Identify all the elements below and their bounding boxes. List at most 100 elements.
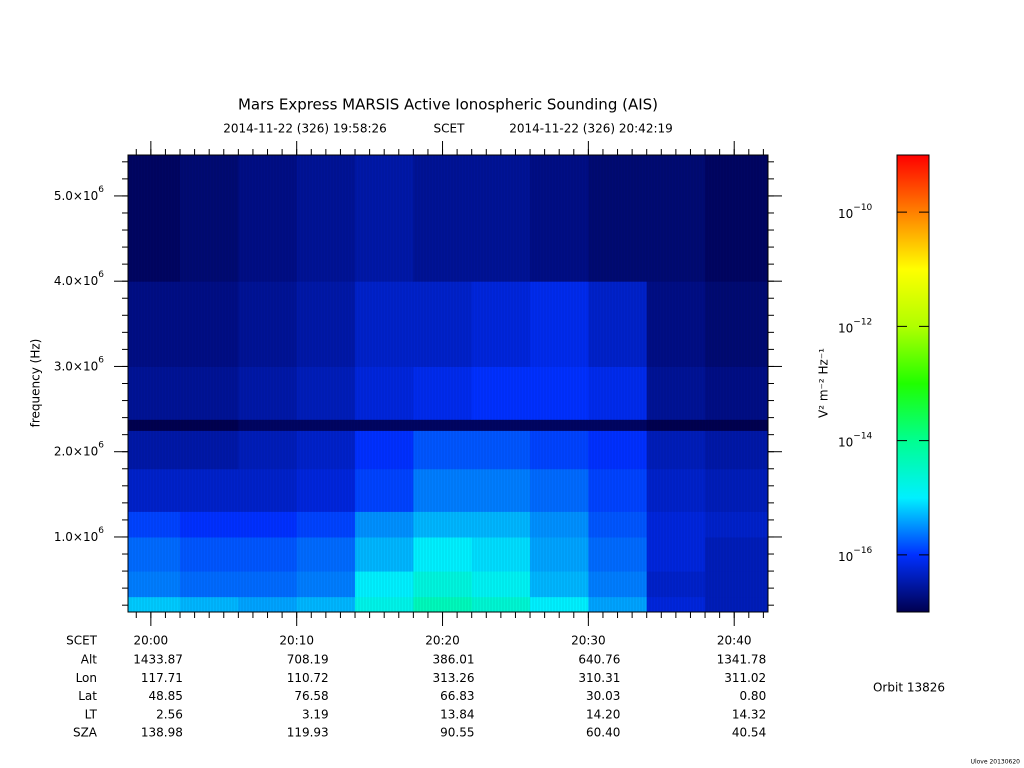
- y-tick-exponent: 6: [98, 355, 104, 365]
- heatmap-cell: [238, 511, 298, 538]
- colorbar-tick-base: 10: [838, 207, 853, 221]
- heatmap-cell: [471, 596, 531, 613]
- heatmap-cell: [646, 430, 706, 470]
- heatmap-cell: [180, 430, 239, 470]
- heatmap-cell: [355, 281, 414, 367]
- table-cell: 90.55: [440, 726, 474, 740]
- y-tick-label: 5.0×106: [54, 184, 104, 202]
- heatmap-cell: [646, 596, 706, 613]
- heatmap-cell: [296, 596, 356, 613]
- heatmap-cell: [355, 571, 414, 598]
- colorbar-tick-exponent: −10: [853, 203, 872, 213]
- heatmap-cell: [180, 536, 239, 572]
- table-row-label: SCET: [66, 634, 98, 648]
- heatmap-cell: [128, 468, 181, 512]
- heatmap-cell: [646, 419, 706, 431]
- heatmap-cell: [471, 430, 531, 470]
- table-cell: 138.98: [141, 726, 183, 740]
- table-cell: 708.19: [287, 653, 329, 667]
- y-tick-label: 4.0×106: [54, 270, 104, 288]
- heatmap-cell: [646, 511, 706, 538]
- heatmap-cell: [413, 430, 473, 470]
- start-time: 2014-11-22 (326) 19:58:26: [223, 122, 387, 136]
- heatmap-cell: [530, 571, 589, 598]
- heatmap-cell: [238, 571, 298, 598]
- heatmap-cell: [588, 430, 648, 470]
- heatmap-cell: [588, 571, 648, 598]
- y-tick-exponent: 6: [98, 270, 104, 280]
- table-cell: 14.32: [732, 707, 766, 721]
- heatmap-cell: [128, 596, 181, 613]
- heatmap-cell: [471, 511, 531, 538]
- heatmap-cell: [180, 419, 239, 431]
- heatmap-cell: [471, 571, 531, 598]
- heatmap-cell: [705, 596, 769, 613]
- heatmap-cell: [128, 155, 181, 282]
- table-cell: 117.71: [141, 671, 183, 685]
- heatmap-cell: [530, 596, 589, 613]
- heatmap-cell: [355, 430, 414, 470]
- heatmap-cell: [530, 366, 589, 420]
- table-cell: 2.56: [156, 707, 183, 721]
- y-tick-mantissa: 5.0×10: [54, 188, 98, 202]
- colorbar-tick-exponent: −14: [853, 431, 872, 441]
- heatmap-cell: [705, 419, 769, 431]
- heatmap-cell: [238, 155, 298, 282]
- colorbar-tick-label: 10−16: [838, 545, 873, 563]
- heatmap-cell: [355, 536, 414, 572]
- heatmap-cell: [471, 155, 531, 282]
- heatmap-cell: [180, 596, 239, 613]
- heatmap-cell: [238, 281, 298, 367]
- heatmap-cell: [705, 571, 769, 598]
- heatmap-cell: [588, 281, 648, 367]
- orbit: Orbit 13826: [873, 681, 945, 695]
- y-tick-label: 3.0×106: [54, 355, 104, 373]
- heatmap-cell: [355, 511, 414, 538]
- heatmap-cell: [705, 366, 769, 420]
- table-row-label: Lat: [78, 689, 97, 703]
- heatmap-cell: [355, 419, 414, 431]
- heatmap-cell: [413, 281, 473, 367]
- heatmap-cell: [238, 468, 298, 512]
- heatmap-cell: [413, 511, 473, 538]
- colorbar-tick-exponent: −16: [853, 545, 872, 555]
- heatmap-cell: [238, 430, 298, 470]
- heatmap-cell: [128, 419, 181, 431]
- heatmap-cell: [705, 430, 769, 470]
- y-tick-exponent: 6: [98, 440, 104, 450]
- heatmap-cell: [128, 281, 181, 367]
- heatmap-cell: [588, 419, 648, 431]
- heatmap-cell: [646, 571, 706, 598]
- heatmap-cell: [238, 596, 298, 613]
- heatmap-cell: [180, 468, 239, 512]
- heatmap-cell: [238, 419, 298, 431]
- heatmap-cell: [530, 419, 589, 431]
- heatmap-cell: [296, 366, 356, 420]
- heatmap-cell: [530, 468, 589, 512]
- table-cell: 110.72: [287, 671, 329, 685]
- heatmap-cell: [588, 596, 648, 613]
- heatmap-cell: [128, 571, 181, 598]
- heatmap-cell: [705, 536, 769, 572]
- heatmap-cell: [128, 366, 181, 420]
- table-cell: 119.93: [287, 726, 329, 740]
- time-system: SCET: [434, 122, 466, 136]
- heatmap-cell: [705, 468, 769, 512]
- colorbar: [896, 154, 930, 613]
- colorbar-tick-label: 10−10: [838, 203, 873, 221]
- y-tick-mantissa: 1.0×10: [54, 529, 98, 543]
- heatmap-cell: [128, 511, 181, 538]
- x-tick-label: 20:40: [717, 634, 752, 648]
- heatmap-cell: [588, 511, 648, 538]
- heatmap-cell: [413, 155, 473, 282]
- table-cell: 40.54: [732, 726, 766, 740]
- table-cell: 311.02: [724, 671, 766, 685]
- colorbar-tick-label: 10−12: [838, 317, 872, 335]
- heatmap-cell: [238, 536, 298, 572]
- x-tick-label: 20:10: [279, 634, 314, 648]
- heatmap-cell: [471, 536, 531, 572]
- heatmap-cell: [705, 281, 769, 367]
- heatmap-cell: [180, 366, 239, 420]
- heatmap-cell: [413, 468, 473, 512]
- table-row-label: LT: [85, 707, 98, 721]
